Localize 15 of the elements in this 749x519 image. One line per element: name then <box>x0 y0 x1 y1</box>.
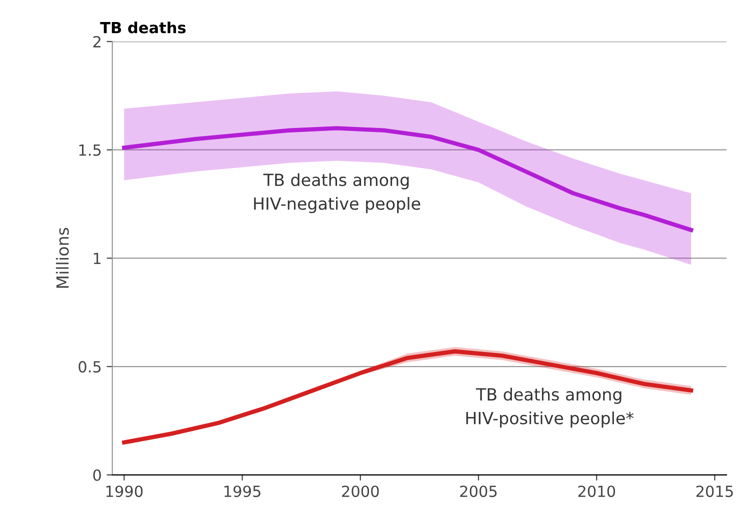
x-tick-label: 2015 <box>696 486 733 498</box>
x-tick-label: 2005 <box>460 486 497 498</box>
x-tick-label: 2000 <box>342 486 379 498</box>
y-tick-label: 0 <box>93 469 101 481</box>
y-tick-label: 1 <box>94 252 101 264</box>
y-tick-label: 0.5 <box>78 361 101 373</box>
text: TB deaths among HIV-negative people <box>254 173 420 214</box>
x-tick-label: 2010 <box>578 486 616 498</box>
series-label: TB deaths among HIV-positive people* <box>466 388 634 428</box>
x-tick-label: 1990 <box>106 486 143 498</box>
y-axis-title: Millions <box>56 228 69 288</box>
chart-title: TB deaths <box>100 22 186 34</box>
y-tick-label: 1.5 <box>79 144 101 156</box>
x-tick-label: 1995 <box>224 486 260 498</box>
y-tick-label: 2 <box>93 36 100 48</box>
